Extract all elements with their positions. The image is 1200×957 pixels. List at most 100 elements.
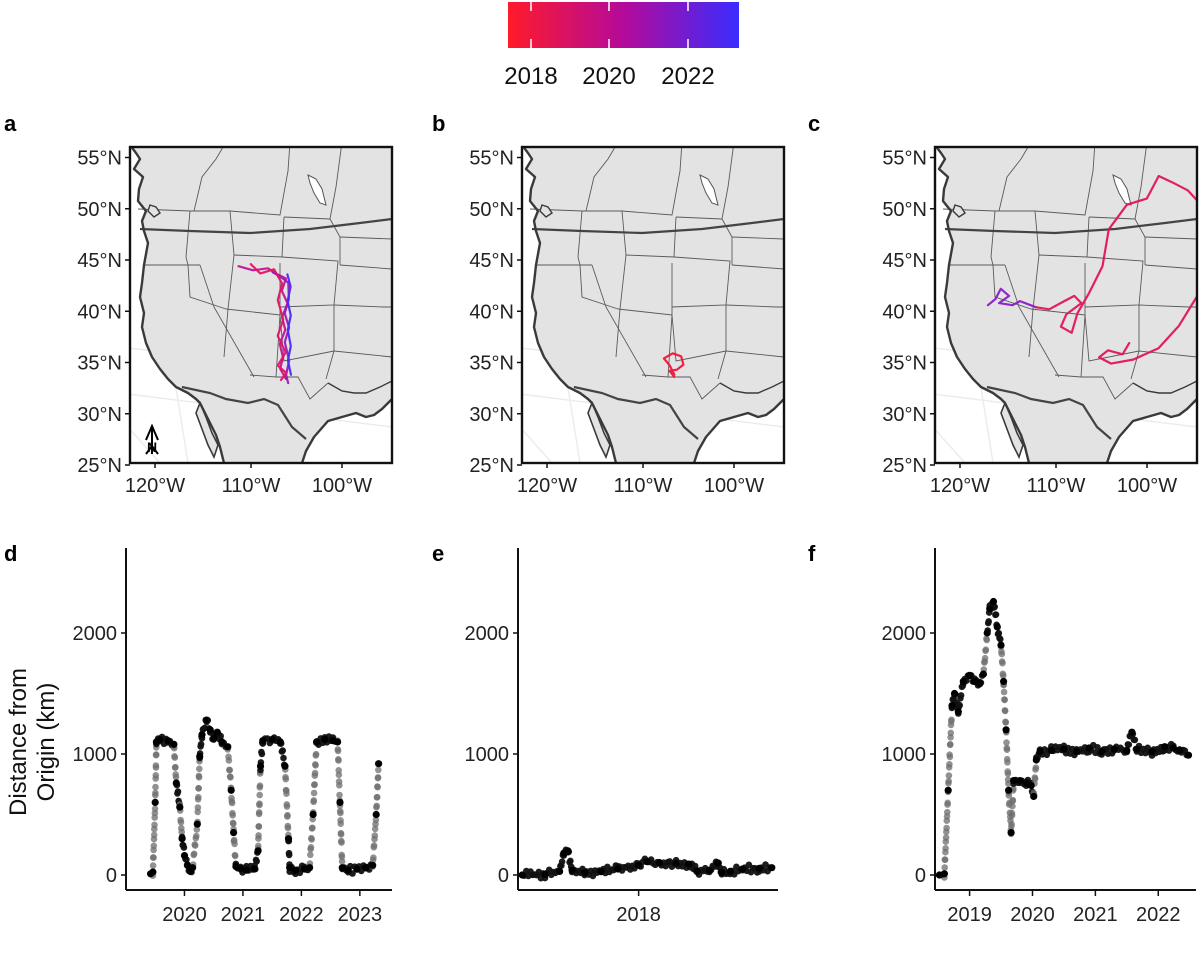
latitude-tick-label: 40°N (469, 301, 514, 323)
x-tick-label: 2021 (1073, 904, 1118, 926)
latitude-tick-label: 35°N (77, 353, 122, 375)
data-point (353, 865, 361, 873)
data-point (1000, 677, 1008, 686)
data-point (256, 762, 265, 770)
data-point (705, 866, 714, 874)
latitude-tick-label: 25°N (469, 455, 514, 477)
latitude-tick-label: 30°N (469, 404, 514, 426)
data-point (1123, 746, 1131, 755)
data-point (286, 864, 294, 872)
movement-track (1034, 174, 1197, 365)
latitude-tick-label: 35°N (882, 353, 927, 375)
data-point (635, 861, 643, 869)
data-point (726, 867, 734, 876)
panel-label-a: a (4, 111, 17, 136)
data-point (149, 868, 157, 876)
data-point (966, 671, 974, 680)
latitude-tick-label: 30°N (882, 404, 927, 426)
longitude-tick-label: 120°W (517, 475, 577, 497)
data-point (198, 731, 206, 739)
data-point (291, 866, 300, 874)
data-point (976, 680, 984, 688)
data-point (156, 735, 164, 744)
data-point (259, 737, 267, 745)
data-point (242, 866, 250, 874)
data-point (1005, 786, 1013, 794)
data-point (172, 779, 180, 787)
data-point (313, 738, 321, 746)
scatter-panel-d: d 0 1000 2000 2020 2021 2022 2023 (4, 541, 392, 926)
latitude-tick-label: 25°N (882, 455, 927, 477)
data-point (210, 734, 218, 742)
data-point (268, 735, 276, 744)
longitude-tick-label: 110°W (222, 475, 281, 497)
data-point (944, 786, 952, 794)
latitude-tick-label: 55°N (469, 148, 514, 170)
data-point (1176, 746, 1184, 755)
data-point (372, 810, 380, 819)
north-arrow-letter: N (147, 439, 157, 455)
data-point (950, 689, 959, 698)
data-point (338, 864, 346, 872)
x-tick-label: 2020 (1010, 904, 1055, 926)
map-border (520, 145, 786, 465)
movement-track (986, 287, 1037, 309)
data-point (237, 865, 245, 873)
latitude-tick-label: 30°N (77, 404, 122, 426)
data-point (581, 869, 589, 877)
scatter-panel-f: f 0 1000 2000 2019 2020 2021 2022 (808, 541, 1196, 926)
data-point (1047, 746, 1055, 755)
data-point (541, 870, 549, 879)
x-tick-label: 2022 (279, 904, 324, 926)
data-point (362, 864, 370, 872)
data-point (254, 847, 262, 855)
distance-series (147, 716, 383, 879)
data-point (213, 728, 221, 736)
panel-label-d: d (4, 541, 17, 566)
panel-label-e: e (432, 541, 444, 566)
data-point (755, 864, 763, 872)
panel-label-b: b (432, 111, 445, 136)
data-point (1161, 743, 1169, 751)
data-point (203, 716, 211, 724)
data-point (227, 786, 235, 794)
y-axis-title-line2: Origin (km) (33, 683, 60, 802)
y-tick-label: 0 (498, 865, 509, 887)
data-point (206, 726, 214, 734)
map-border (933, 145, 1199, 465)
x-tick-label: 2018 (616, 904, 661, 926)
data-point (251, 865, 259, 873)
x-tick-label: 2020 (162, 904, 207, 926)
data-point (1030, 792, 1038, 801)
data-point (1036, 748, 1044, 756)
data-point (993, 623, 1001, 631)
data-point (189, 864, 197, 872)
longitude-tick-label: 110°W (614, 475, 673, 497)
data-point (180, 852, 189, 860)
data-point (672, 859, 680, 868)
legend-gradient-bar (508, 2, 739, 48)
data-point (556, 867, 564, 876)
data-point (1110, 745, 1118, 753)
data-point (1072, 748, 1081, 756)
data-point (196, 752, 204, 761)
data-point (276, 738, 284, 746)
data-point (321, 735, 329, 744)
data-point (375, 760, 383, 768)
data-point (564, 847, 572, 855)
legend-label-2018: 2018 (504, 63, 557, 90)
y-tick-label: 1000 (73, 744, 118, 766)
data-point (218, 738, 226, 746)
map-border (128, 145, 394, 465)
data-point (693, 867, 701, 876)
data-point (1098, 748, 1106, 756)
data-point (1184, 751, 1193, 759)
data-point (1007, 829, 1015, 837)
longitude-tick-label: 120°W (930, 475, 990, 497)
longitude-tick-label: 100°W (704, 475, 764, 497)
data-point (309, 810, 317, 819)
data-point (568, 866, 576, 874)
